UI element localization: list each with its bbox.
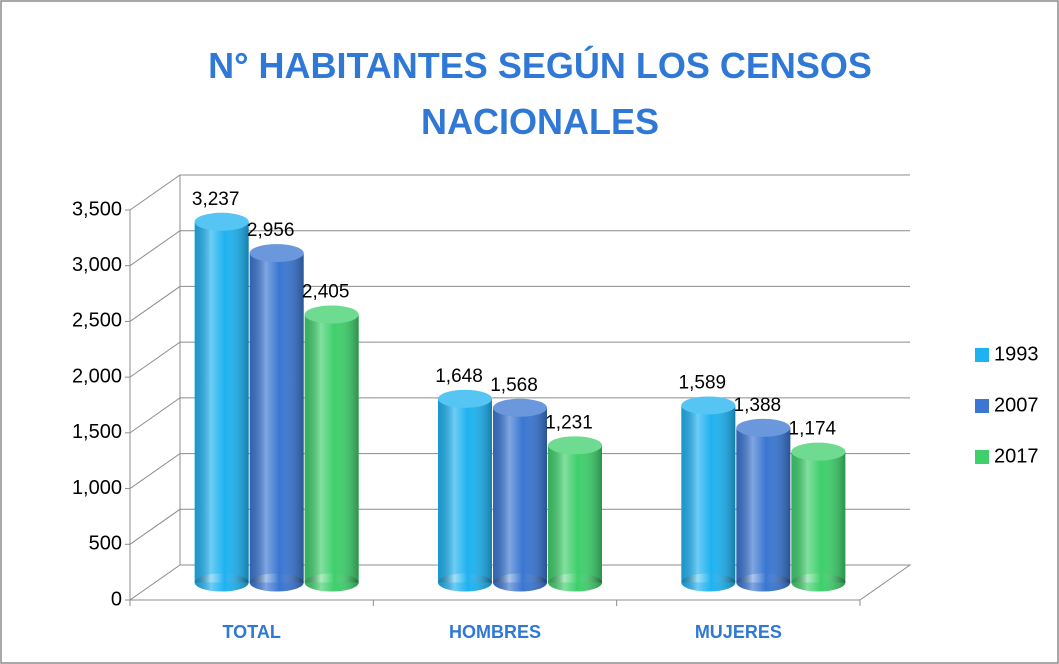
legend-label: 2017 [994,445,1039,467]
data-label: 2,405 [302,282,350,303]
bar-shade [791,451,846,583]
bar-shade [493,407,547,583]
legend-swatch [975,450,989,464]
bar-top [194,212,249,231]
data-label: 3,237 [192,189,240,210]
y-tick-label: 2,500 [72,310,122,332]
y-tick-label: 2,000 [72,365,122,387]
data-label: 1,648 [435,366,483,387]
y-tick-label: 3,500 [72,198,122,220]
bar-top-highlight [681,396,736,415]
bar-top [304,305,359,324]
bar-shade [304,314,359,583]
data-label: 2,956 [247,220,295,241]
bar-top-highlight [304,305,359,324]
legend-swatch [975,399,989,413]
x-tick-label: TOTAL [223,622,281,642]
bar-shade [194,221,249,583]
grid-line [129,397,910,434]
bar-shade [548,445,602,583]
grid-line [129,341,910,378]
bar-top [791,442,846,461]
bar-top [736,418,791,437]
data-label: 1,231 [545,412,593,433]
chart-title: N° HABITANTES SEGÚN LOS CENSOS NACIONALE… [208,45,872,142]
y-tick-label: 1,500 [72,421,122,443]
bar-top-highlight [791,442,846,461]
legend-label: 2007 [994,394,1039,416]
bar-top [681,396,736,415]
bar-top [548,436,602,455]
data-label: 1,388 [734,395,782,416]
y-tick-label: 1,000 [72,477,122,499]
bar-top-highlight [736,418,791,437]
data-label: 1,568 [490,375,538,396]
bar-top-highlight [249,244,304,263]
legend-label: 1993 [994,343,1039,365]
grid-line [129,508,910,545]
bar-top-highlight [194,212,249,231]
data-label: 1,589 [679,372,727,393]
bar-top [438,389,492,408]
bar-shade [681,405,736,583]
grid-line [129,453,910,489]
y-tick-label: 0 [111,588,122,610]
bar-top-highlight [438,389,492,408]
grid-line [129,174,910,211]
bar-shade [736,427,791,583]
bar-shade [249,253,304,583]
y-tick-label: 3,000 [72,254,122,276]
x-tick-label: MUJERES [695,622,782,642]
grid-line [129,230,910,267]
y-tick-label: 500 [89,533,122,555]
x-tick-label: HOMBRES [449,622,541,642]
grid-line [129,285,910,322]
bar-top-highlight [493,398,547,417]
data-label: 1,174 [789,419,837,440]
legend-swatch [975,348,989,362]
bar-top-highlight [548,436,602,455]
bar-top [249,244,304,263]
bar-top [493,398,547,417]
bar-shade [438,398,492,583]
